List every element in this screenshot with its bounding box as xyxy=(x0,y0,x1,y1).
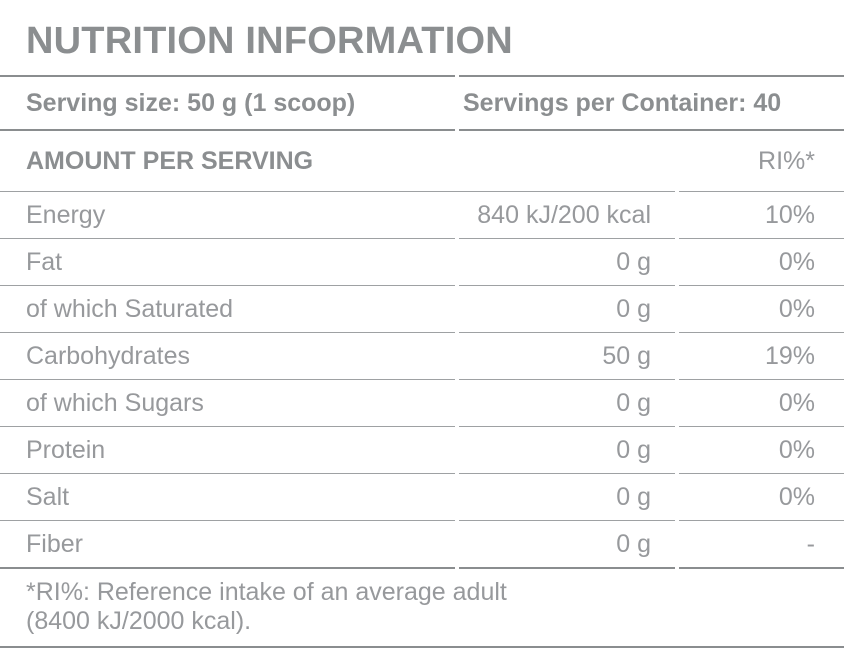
bottom-divider xyxy=(0,646,844,648)
serving-row: Serving size: 50 g (1 scoop) Servings pe… xyxy=(0,75,844,131)
nutrient-ri: - xyxy=(679,521,844,569)
table-row: of which Saturated 0 g 0% xyxy=(0,286,844,333)
nutrient-label: of which Sugars xyxy=(0,380,455,427)
nutrient-label: Protein xyxy=(0,427,455,474)
table-row: Protein 0 g 0% xyxy=(0,427,844,474)
reference-intake-footnote: *RI%: Reference intake of an average adu… xyxy=(0,569,844,636)
nutrient-ri: 0% xyxy=(679,427,844,474)
nutrient-ri: 10% xyxy=(679,192,844,239)
page-title: NUTRITION INFORMATION xyxy=(26,20,513,62)
nutrient-amount: 0 g xyxy=(459,427,675,474)
nutrient-amount: 50 g xyxy=(459,333,675,380)
ri-header: RI%* xyxy=(679,131,844,192)
table-row: of which Sugars 0 g 0% xyxy=(0,380,844,427)
table-row: Carbohydrates 50 g 19% xyxy=(0,333,844,380)
nutrient-ri: 0% xyxy=(679,474,844,521)
nutrient-label: Salt xyxy=(0,474,455,521)
nutrient-ri: 0% xyxy=(679,286,844,333)
nutrient-label: Carbohydrates xyxy=(0,333,455,380)
table-header-row: AMOUNT PER SERVING RI%* xyxy=(0,131,844,192)
table-row: Energy 840 kJ/200 kcal 10% xyxy=(0,192,844,239)
nutrient-label: Fiber xyxy=(0,521,455,569)
table-row: Fiber 0 g - xyxy=(0,521,844,569)
nutrient-ri: 0% xyxy=(679,380,844,427)
nutrition-table: Serving size: 50 g (1 scoop) Servings pe… xyxy=(0,75,844,569)
nutrient-amount: 0 g xyxy=(459,474,675,521)
nutrient-label: Energy xyxy=(0,192,455,239)
footnote-line-2: (8400 kJ/2000 kcal). xyxy=(26,607,252,635)
servings-per-container-label: Servings per Container: 40 xyxy=(459,75,844,131)
nutrient-amount: 0 g xyxy=(459,521,675,569)
nutrient-ri: 0% xyxy=(679,239,844,286)
nutrient-ri: 19% xyxy=(679,333,844,380)
nutrient-amount: 0 g xyxy=(459,380,675,427)
nutrient-amount: 0 g xyxy=(459,286,675,333)
amount-per-serving-header: AMOUNT PER SERVING xyxy=(0,131,675,192)
nutrient-label: of which Saturated xyxy=(0,286,455,333)
title-area: NUTRITION INFORMATION xyxy=(0,0,844,75)
nutrient-amount: 0 g xyxy=(459,239,675,286)
nutrient-amount: 840 kJ/200 kcal xyxy=(459,192,675,239)
footnote-line-1: *RI%: Reference intake of an average adu… xyxy=(26,578,507,606)
table-row: Fat 0 g 0% xyxy=(0,239,844,286)
table-row: Salt 0 g 0% xyxy=(0,474,844,521)
serving-size-label: Serving size: 50 g (1 scoop) xyxy=(0,75,455,131)
nutrient-label: Fat xyxy=(0,239,455,286)
